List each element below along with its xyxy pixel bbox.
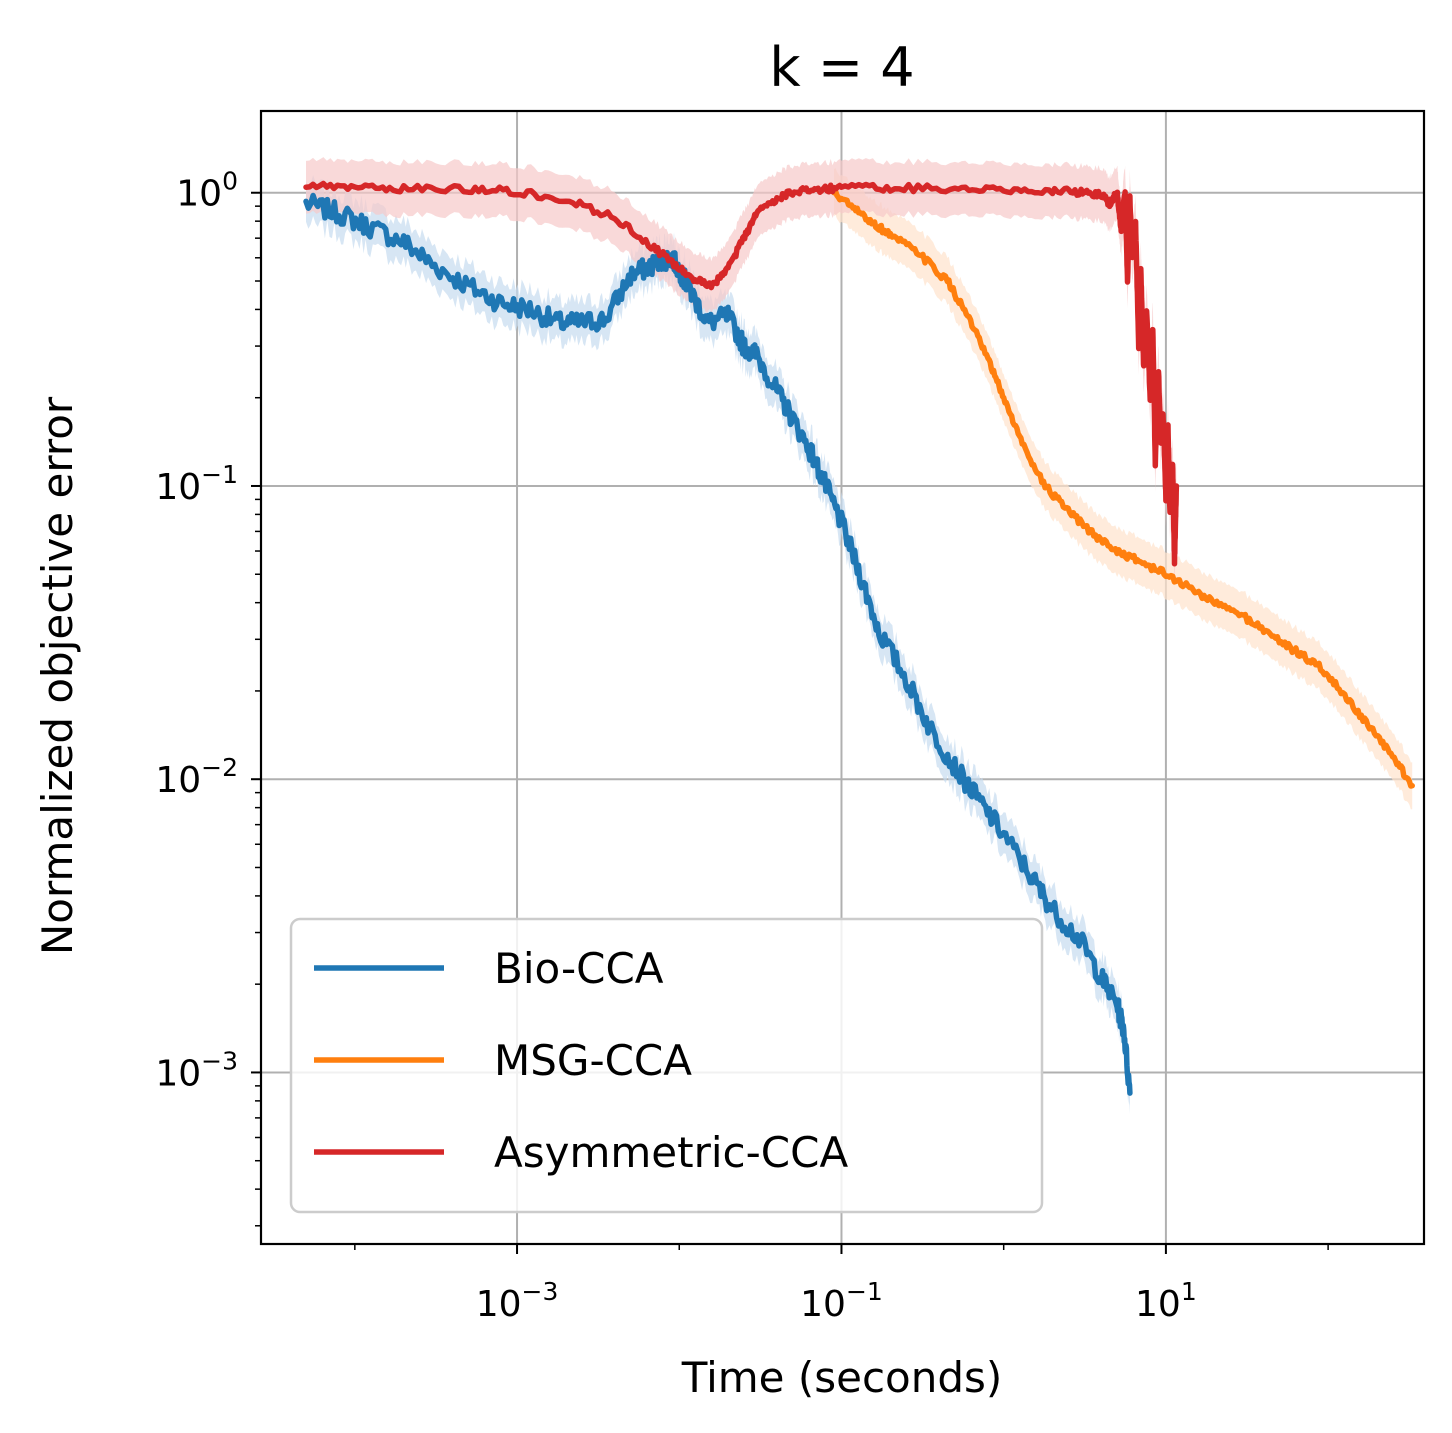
band-msg-cca: [834, 167, 1413, 810]
y-tick-label: 100: [176, 167, 238, 215]
series-lines: [303, 180, 1415, 1096]
legend-box: [289, 917, 1044, 1214]
x-axis-label: Time (seconds): [681, 1353, 1003, 1402]
legend-label: Bio-CCA: [494, 944, 664, 993]
x-tick-label: 10−3: [476, 1277, 559, 1325]
y-tick-label: 10−1: [155, 460, 238, 508]
series-line-bio-cca: [303, 192, 1133, 1096]
legend-label: Asymmetric-CCA: [494, 1128, 848, 1177]
series-line-asymmetric-cca: [303, 180, 1180, 567]
legend-label: MSG-CCA: [494, 1036, 692, 1085]
chart-title: k = 4: [769, 36, 914, 99]
tick-labels: 10−3 10−1 101 100 10−1 10−2 10−3: [155, 167, 1196, 1325]
legend: Bio-CCA MSG-CCA Asymmetric-CCA: [289, 917, 1044, 1214]
y-tick-label: 10−2: [155, 753, 238, 801]
plot-frame: [259, 109, 1426, 1246]
x-tick-label: 101: [1135, 1277, 1197, 1325]
x-tick-label: 10−1: [800, 1277, 883, 1325]
series-line-msg-cca: [831, 188, 1415, 789]
y-axis-label: Normalized objective error: [33, 396, 82, 955]
y-tick-label: 10−3: [155, 1046, 238, 1094]
axis-ticks: [251, 191, 1329, 1254]
